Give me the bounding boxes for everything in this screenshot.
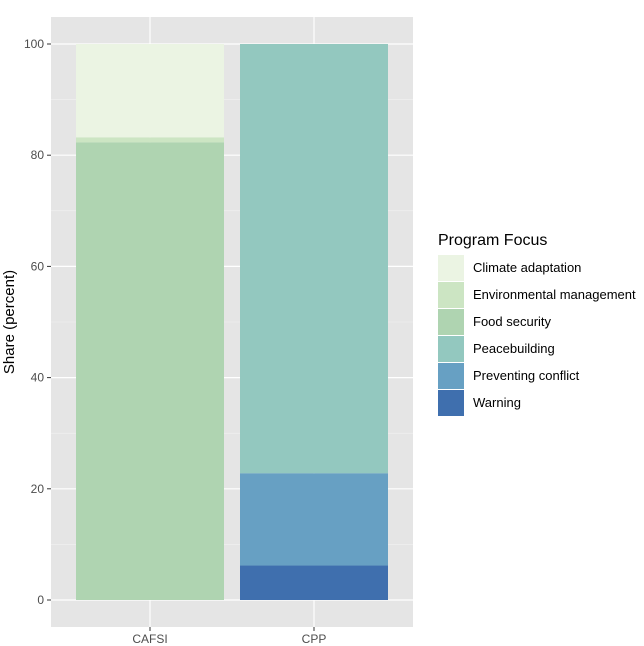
legend-label: Environmental management [473,287,636,302]
legend-swatch [438,309,464,335]
bar-segment-cafsi-climate-adaptation [76,44,224,138]
legend-swatch [438,390,464,416]
legend: Program Focus Climate adaptation Environm… [438,232,636,416]
y-tick-label: 0 [37,593,44,607]
legend-title: Program Focus [438,232,547,249]
y-tick-label: 80 [31,148,45,162]
bars [76,44,388,601]
legend-label: Preventing conflict [473,368,580,383]
y-axis: 0 20 40 60 80 100 [24,37,51,607]
bar-segment-cafsi-environmental-management [76,137,224,143]
legend-label: Warning [473,395,521,410]
legend-swatch [438,336,464,362]
legend-label: Peacebuilding [473,341,555,356]
legend-label: Climate adaptation [473,260,581,275]
y-tick-label: 60 [31,259,45,273]
y-tick-label: 100 [24,37,44,51]
legend-label: Food security [473,314,552,329]
y-axis-title: Share (percent) [1,270,18,374]
y-tick-label: 40 [31,371,45,385]
y-tick-label: 20 [31,482,45,496]
x-tick-label-cpp: CPP [302,632,327,646]
legend-swatch [438,363,464,389]
x-tick-label-cafsi: CAFSI [132,632,167,646]
legend-swatch [438,282,464,308]
bar-segment-cafsi-food-security [76,142,224,601]
x-axis: CAFSI CPP [132,627,326,646]
legend-swatch [438,255,464,281]
bar-segment-cpp-peacebuilding [240,44,388,474]
bar-segment-cpp-warning [240,565,388,600]
bar-segment-cpp-preventing-conflict [240,473,388,566]
